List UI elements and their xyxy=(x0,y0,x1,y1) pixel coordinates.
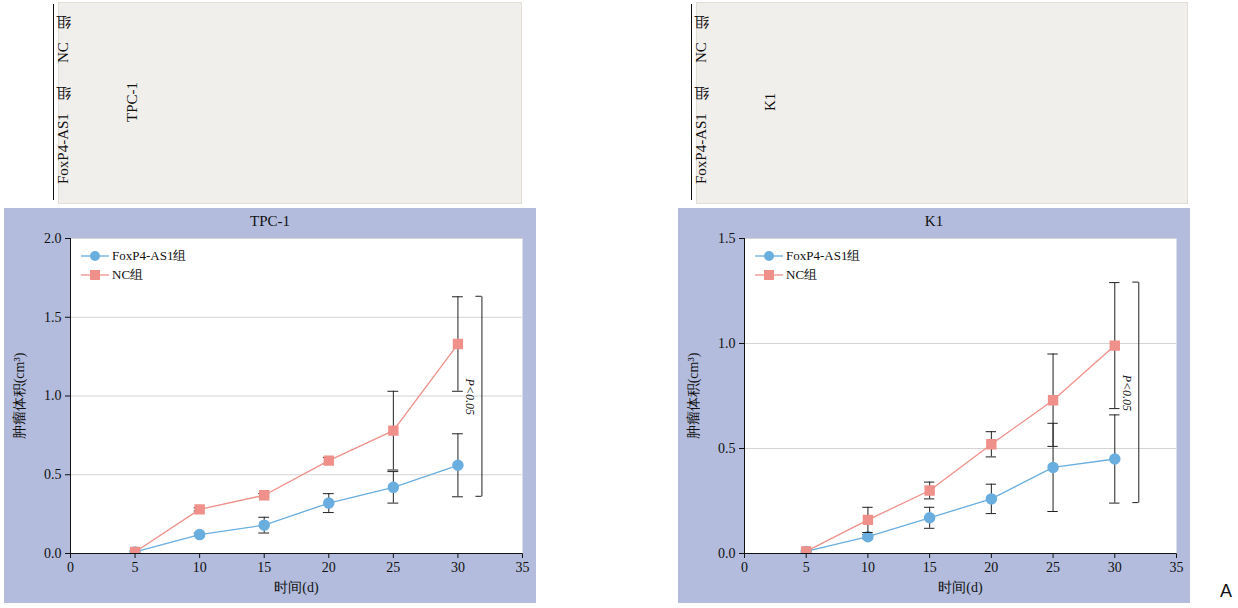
html-text:NC组: NC组 xyxy=(786,266,818,282)
html-text:TPC-1: TPC-1 xyxy=(250,213,290,229)
html-text:NC组: NC组 xyxy=(55,42,71,64)
svg-text:10: 10 xyxy=(193,560,207,575)
svg-text:1.0: 1.0 xyxy=(718,336,736,351)
svg-text:10: 10 xyxy=(861,560,875,575)
html-text:FoxP4-AS1组: FoxP4-AS1组 xyxy=(786,247,861,263)
svg-text:20: 20 xyxy=(984,560,998,575)
svg-text:35: 35 xyxy=(1170,560,1184,575)
svg-text:时间(d): 时间(d) xyxy=(938,580,983,596)
html-text:K1: K1 xyxy=(762,92,778,112)
svg-text:时间(d): 时间(d) xyxy=(274,580,319,596)
html-text:FoxP4-AS1组: FoxP4-AS1组 xyxy=(693,113,709,185)
svg-text:2.0: 2.0 xyxy=(44,232,62,246)
svg-text:0: 0 xyxy=(741,560,748,575)
svg-text:5: 5 xyxy=(132,560,139,575)
svg-text:0.5: 0.5 xyxy=(44,467,62,482)
svg-text:0.5: 0.5 xyxy=(718,441,736,456)
svg-text:0.0: 0.0 xyxy=(718,546,736,561)
html-text:K1: K1 xyxy=(924,213,944,229)
svg-text:15: 15 xyxy=(257,560,271,575)
svg-text:1.5: 1.5 xyxy=(44,310,62,325)
svg-text:25: 25 xyxy=(1046,560,1060,575)
svg-text:5: 5 xyxy=(803,560,810,575)
html-text:A: A xyxy=(1220,581,1232,601)
svg-text:0.0: 0.0 xyxy=(44,546,62,561)
svg-text:25: 25 xyxy=(386,560,400,575)
html-text:NC组: NC组 xyxy=(693,42,709,64)
svg-text:30: 30 xyxy=(1108,560,1122,575)
html-text:FoxP4-AS1组: FoxP4-AS1组 xyxy=(112,247,187,263)
svg-text:1.5: 1.5 xyxy=(718,232,736,246)
html-text:NC组: NC组 xyxy=(112,266,144,282)
svg-text:肿瘤体积(cm³): 肿瘤体积(cm³) xyxy=(686,352,702,439)
svg-text:0: 0 xyxy=(67,560,74,575)
svg-text:P<0.05: P<0.05 xyxy=(1120,374,1134,411)
svg-text:20: 20 xyxy=(322,560,336,575)
svg-text:P<0.05: P<0.05 xyxy=(463,378,477,415)
svg-text:15: 15 xyxy=(923,560,937,575)
html-text:TPC-1: TPC-1 xyxy=(124,82,140,122)
svg-text:1.0: 1.0 xyxy=(44,388,62,403)
svg-text:肿瘤体积(cm³): 肿瘤体积(cm³) xyxy=(12,352,28,439)
svg-text:30: 30 xyxy=(451,560,465,575)
svg-text:35: 35 xyxy=(516,560,530,575)
html-text:FoxP4-AS1组: FoxP4-AS1组 xyxy=(55,113,71,185)
